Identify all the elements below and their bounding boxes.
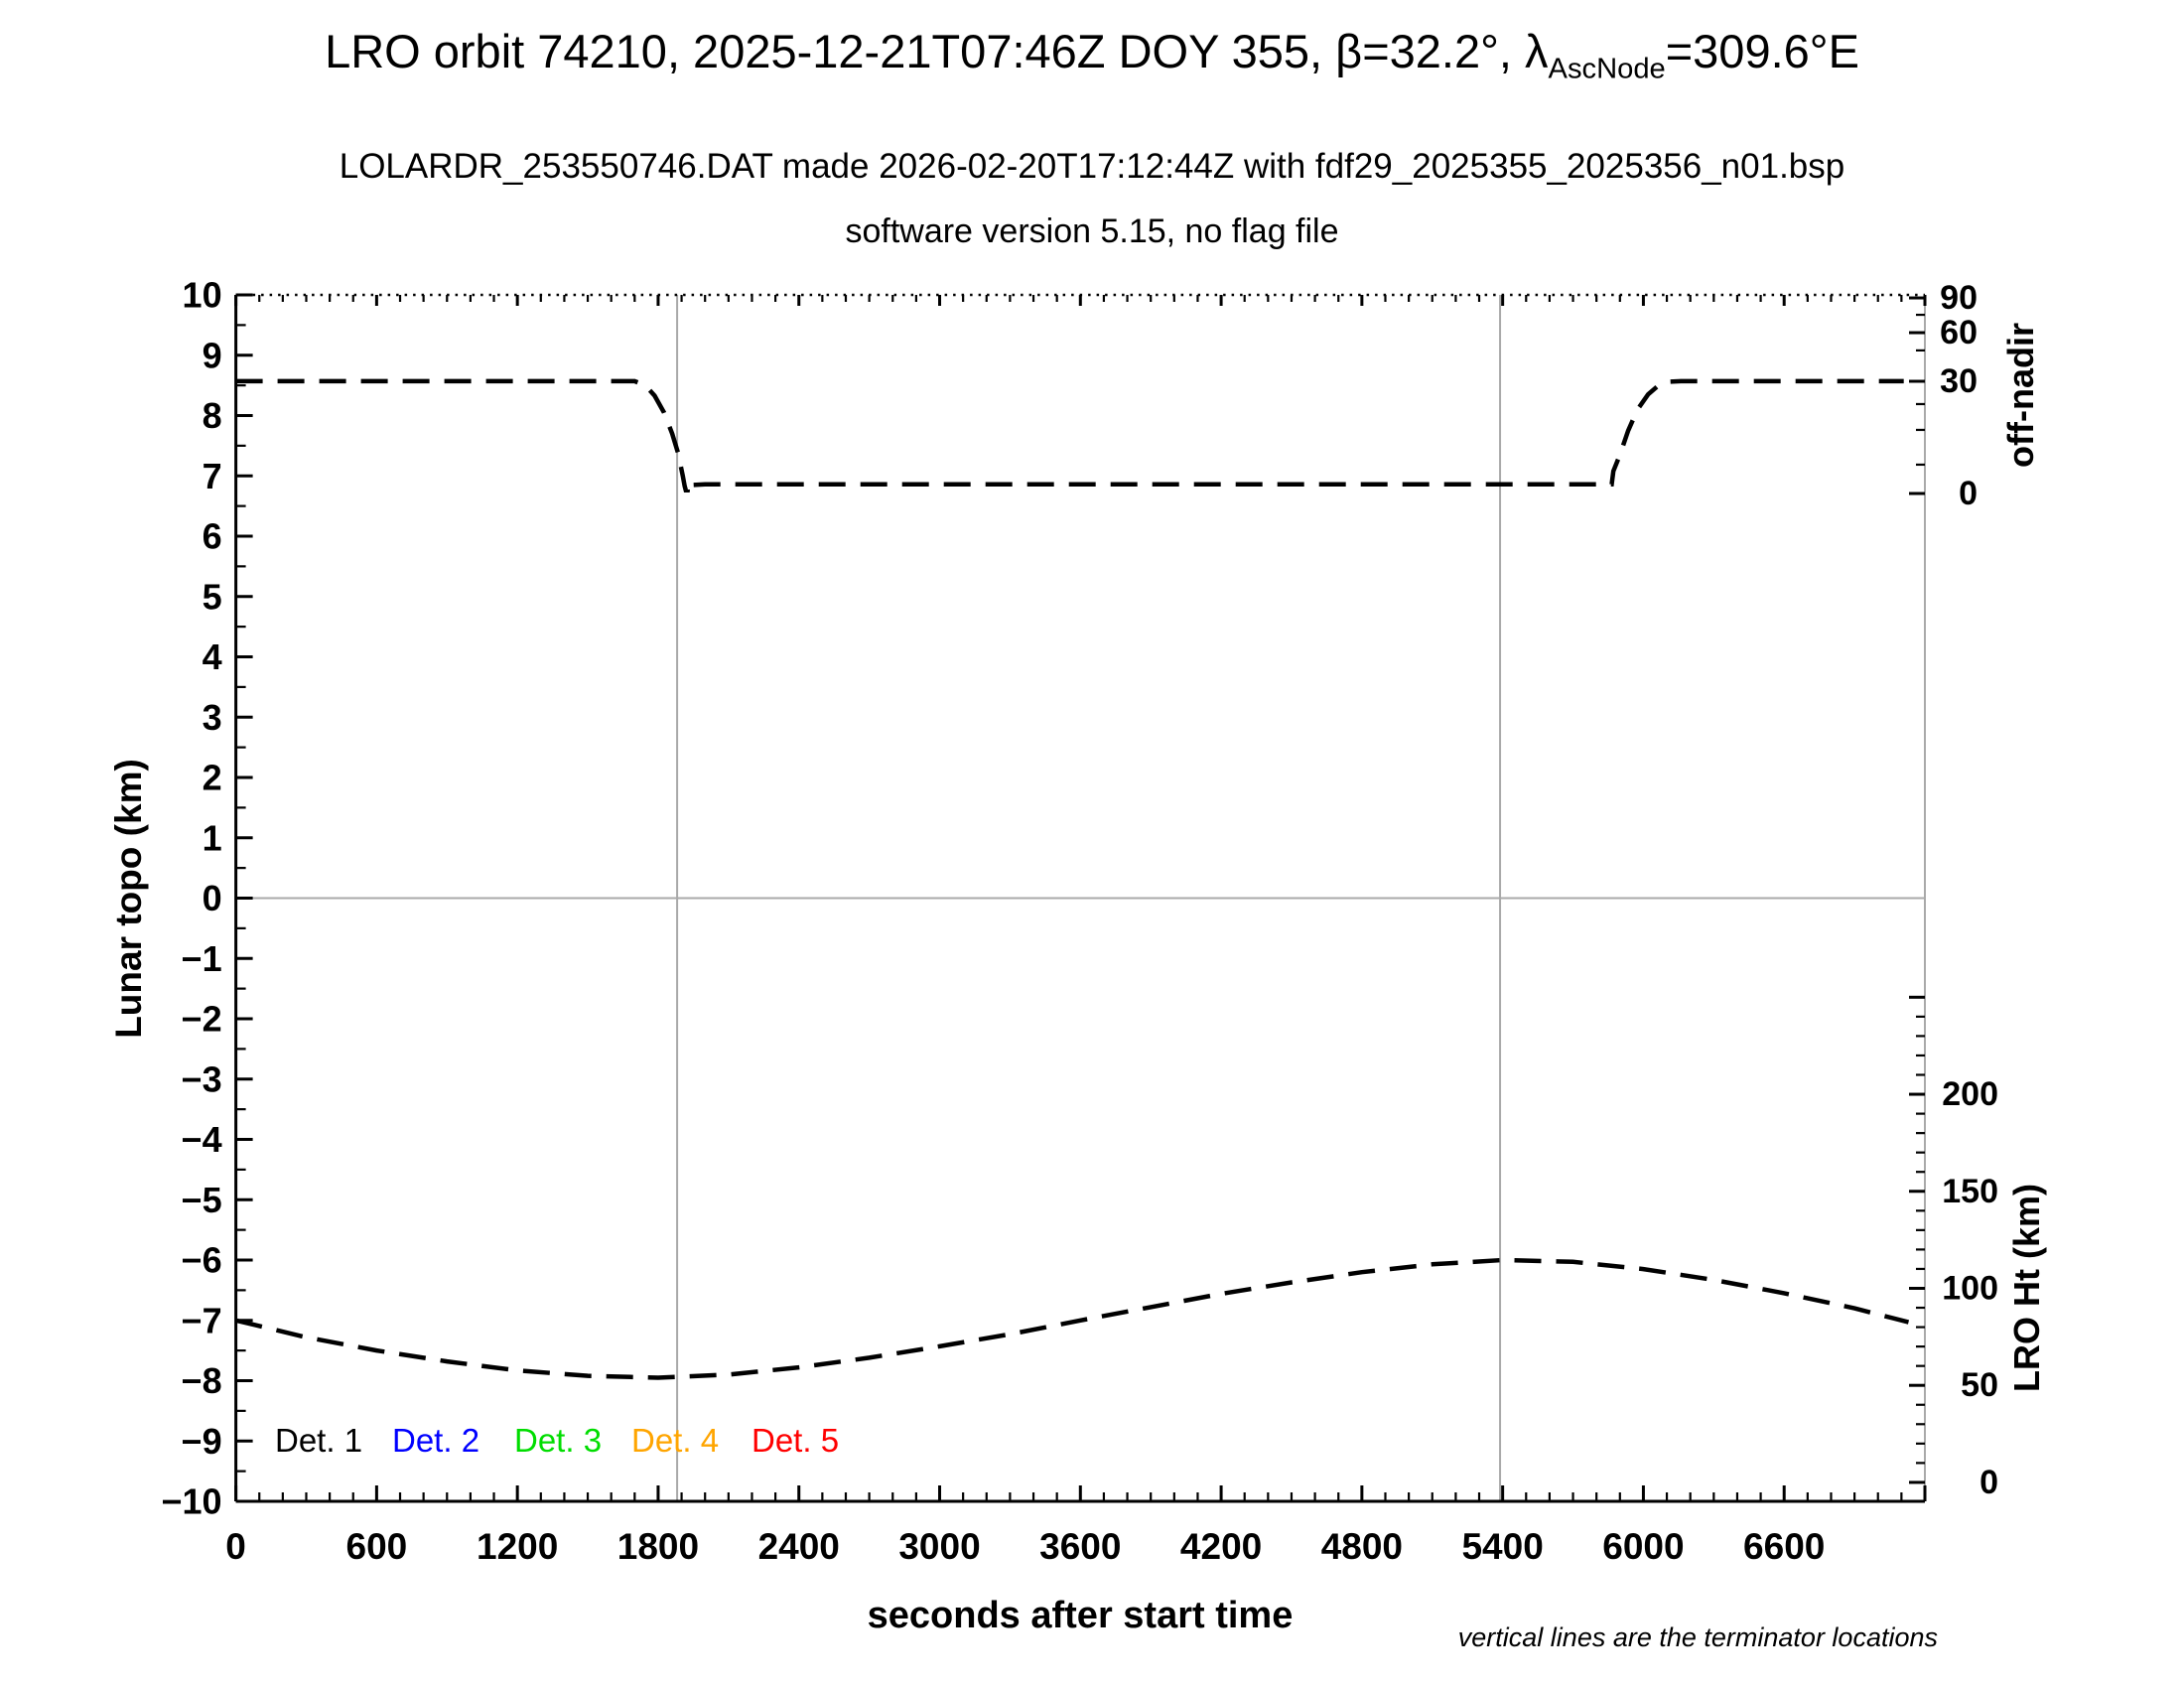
left-tick-label: 10 bbox=[183, 275, 222, 316]
left-tick-label: 8 bbox=[203, 395, 222, 436]
plot-title-prefix: LRO orbit 74210, 2025-12-21T07:46Z DOY 3… bbox=[325, 25, 1549, 77]
plot-subtitle-file: LOLARDR_253550746.DAT made 2026-02-20T17… bbox=[339, 147, 1845, 186]
off-nadir-tick-label: 30 bbox=[1940, 362, 1978, 400]
x-tick-label: 5400 bbox=[1461, 1526, 1543, 1567]
left-tick-label: 4 bbox=[203, 636, 222, 677]
x-tick-label: 3600 bbox=[1039, 1526, 1121, 1567]
x-axis-title: seconds after start time bbox=[867, 1595, 1294, 1636]
x-tick-label: 4800 bbox=[1321, 1526, 1403, 1567]
left-tick-label: 0 bbox=[203, 878, 222, 918]
off-nadir-tick-label: 0 bbox=[1959, 475, 1978, 512]
off-nadir-curve bbox=[235, 378, 1904, 493]
plot-subtitle-version: software version 5.15, no flag file bbox=[845, 212, 1339, 250]
legend-item-det-3: Det. 3 bbox=[514, 1422, 603, 1459]
left-tick-label: 9 bbox=[203, 335, 222, 375]
plot-title: LRO orbit 74210, 2025-12-21T07:46Z DOY 3… bbox=[0, 24, 2184, 85]
x-tick-label: 3000 bbox=[898, 1526, 980, 1567]
left-tick-label: 5 bbox=[203, 576, 222, 617]
x-tick-label: 1800 bbox=[617, 1526, 699, 1567]
left-tick-label: −4 bbox=[182, 1119, 222, 1160]
lro-ht-tick-label: 50 bbox=[1961, 1366, 1998, 1404]
legend-item-det-2: Det. 2 bbox=[392, 1422, 480, 1459]
lro-height-axis-title: LRO Ht (km) bbox=[2006, 1184, 2047, 1392]
left-tick-label: −10 bbox=[162, 1481, 222, 1522]
x-tick-label: 600 bbox=[346, 1526, 408, 1567]
lro-ht-tick-label: 0 bbox=[1979, 1464, 1998, 1501]
lro-ht-tick-label: 100 bbox=[1942, 1269, 1998, 1307]
off-nadir-tick-label: 90 bbox=[1940, 279, 1978, 317]
terminator-footnote: vertical lines are the terminator locati… bbox=[1457, 1622, 1938, 1652]
x-tick-label: 6000 bbox=[1602, 1526, 1684, 1567]
x-tick-label: 0 bbox=[225, 1526, 246, 1567]
lro-height-curve bbox=[235, 1257, 1910, 1380]
left-tick-label: −3 bbox=[182, 1058, 222, 1099]
left-tick-label: −9 bbox=[182, 1421, 222, 1462]
left-tick-label: −5 bbox=[182, 1180, 222, 1220]
x-tick-label: 2400 bbox=[758, 1526, 840, 1567]
off-nadir-tick-label: 60 bbox=[1940, 314, 1978, 352]
off-nadir-axis-title: off-nadir bbox=[2000, 323, 2041, 468]
left-tick-label: 2 bbox=[203, 758, 222, 798]
x-tick-label: 6600 bbox=[1743, 1526, 1825, 1567]
lro-ht-tick-label: 150 bbox=[1942, 1173, 1998, 1210]
x-tick-label: 1200 bbox=[477, 1526, 558, 1567]
left-tick-label: −8 bbox=[182, 1360, 222, 1401]
left-tick-label: −7 bbox=[182, 1300, 222, 1340]
legend-item-det-4: Det. 4 bbox=[631, 1422, 720, 1459]
legend-item-det-1: Det. 1 bbox=[275, 1422, 363, 1459]
left-tick-label: 1 bbox=[203, 817, 222, 858]
plot-title-suffix: =309.6°E bbox=[1665, 25, 1859, 77]
left-tick-label: −6 bbox=[182, 1240, 222, 1281]
x-tick-label: 4200 bbox=[1180, 1526, 1262, 1567]
legend-item-det-5: Det. 5 bbox=[751, 1422, 840, 1459]
left-tick-label: 6 bbox=[203, 516, 222, 557]
left-tick-label: 3 bbox=[203, 697, 222, 738]
lro-ht-tick-label: 200 bbox=[1942, 1075, 1998, 1113]
plot-title-subscript: AscNode bbox=[1548, 53, 1666, 85]
left-tick-label: −1 bbox=[182, 938, 222, 979]
left-y-axis-title: Lunar topo (km) bbox=[108, 759, 149, 1039]
left-tick-label: 7 bbox=[203, 456, 222, 496]
left-tick-label: −2 bbox=[182, 999, 222, 1040]
